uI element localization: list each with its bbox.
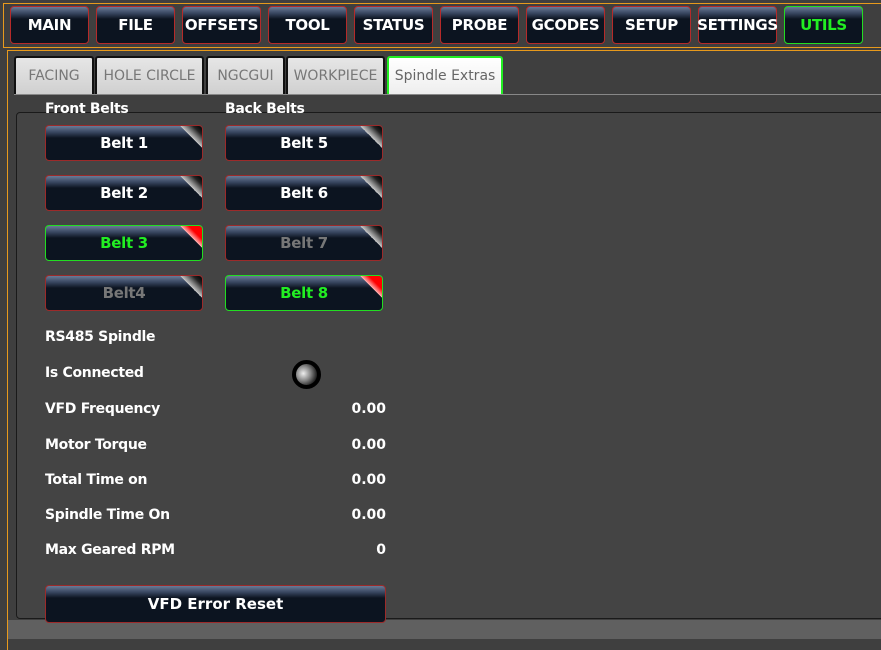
spindle-time-on-value: 0.00: [351, 507, 386, 523]
motor-torque-value: 0.00: [351, 437, 386, 453]
vfd-frequency-label: VFD Frequency: [45, 401, 160, 417]
nav-status-button[interactable]: STATUS: [354, 6, 433, 44]
belt-7-button[interactable]: Belt 7: [225, 225, 383, 261]
belt-label: Belt 8: [280, 284, 328, 302]
max-geared-rpm-value: 0: [376, 542, 386, 558]
belt-4-button[interactable]: Belt4: [45, 275, 203, 311]
belt-1-button[interactable]: Belt 1: [45, 125, 203, 161]
indicator-corner-icon: [180, 226, 202, 248]
indicator-corner-icon: [360, 226, 382, 248]
indicator-corner-icon: [180, 276, 202, 298]
tab-divider: [14, 94, 881, 95]
nav-main-button[interactable]: MAIN: [10, 6, 89, 44]
tab-hole-circle[interactable]: HOLE CIRCLE: [95, 56, 204, 94]
nav-gcodes-button[interactable]: GCODES: [526, 6, 605, 44]
belt-label: Belt 7: [280, 234, 328, 252]
motor-torque-label: Motor Torque: [45, 437, 147, 453]
indicator-corner-icon: [360, 276, 382, 298]
max-geared-rpm-label: Max Geared RPM: [45, 542, 175, 558]
tab-workpiece[interactable]: WORKPIECE: [286, 56, 385, 94]
front-belts-label: Front Belts: [45, 101, 129, 117]
tab-ngcgui[interactable]: NGCGUI: [206, 56, 285, 94]
indicator-corner-icon: [180, 176, 202, 198]
belt-8-button[interactable]: Belt 8: [225, 275, 383, 311]
nav-setup-button[interactable]: SETUP: [612, 6, 691, 44]
indicator-corner-icon: [360, 126, 382, 148]
nav-file-button[interactable]: FILE: [96, 6, 175, 44]
nav-utils-button[interactable]: UTILS: [784, 6, 863, 44]
indicator-corner-icon: [360, 176, 382, 198]
nav-tool-button[interactable]: TOOL: [268, 6, 347, 44]
belt-3-button[interactable]: Belt 3: [45, 225, 203, 261]
belt-label: Belt 6: [280, 184, 328, 202]
back-belts-label: Back Belts: [225, 101, 305, 117]
total-time-on-label: Total Time on: [45, 472, 148, 488]
status-strip: [8, 620, 881, 639]
spindle-time-on-label: Spindle Time On: [45, 507, 170, 523]
content-frame: [7, 50, 881, 650]
belt-2-button[interactable]: Belt 2: [45, 175, 203, 211]
vfd-frequency-value: 0.00: [351, 401, 386, 417]
connection-led-icon: [292, 360, 321, 389]
nav-settings-button[interactable]: SETTINGS: [697, 6, 778, 44]
nav-offsets-button[interactable]: OFFSETS: [182, 6, 261, 44]
belt-5-button[interactable]: Belt 5: [225, 125, 383, 161]
vfd-error-reset-button[interactable]: VFD Error Reset: [45, 585, 386, 623]
total-time-on-value: 0.00: [351, 472, 386, 488]
belt-label: Belt 2: [100, 184, 148, 202]
belt-label: Belt 1: [100, 134, 148, 152]
tab-spindle-extras[interactable]: Spindle Extras: [387, 56, 503, 94]
belt-label: Belt 5: [280, 134, 328, 152]
belt-label: Belt 3: [100, 234, 148, 252]
rs485-title: RS485 Spindle: [45, 329, 156, 345]
belt-6-button[interactable]: Belt 6: [225, 175, 383, 211]
nav-probe-button[interactable]: PROBE: [440, 6, 519, 44]
nav-bar-frame: [3, 3, 881, 48]
indicator-corner-icon: [180, 126, 202, 148]
tab-facing[interactable]: FACING: [14, 56, 94, 94]
is-connected-label: Is Connected: [45, 365, 144, 381]
belt-label: Belt4: [102, 284, 146, 302]
